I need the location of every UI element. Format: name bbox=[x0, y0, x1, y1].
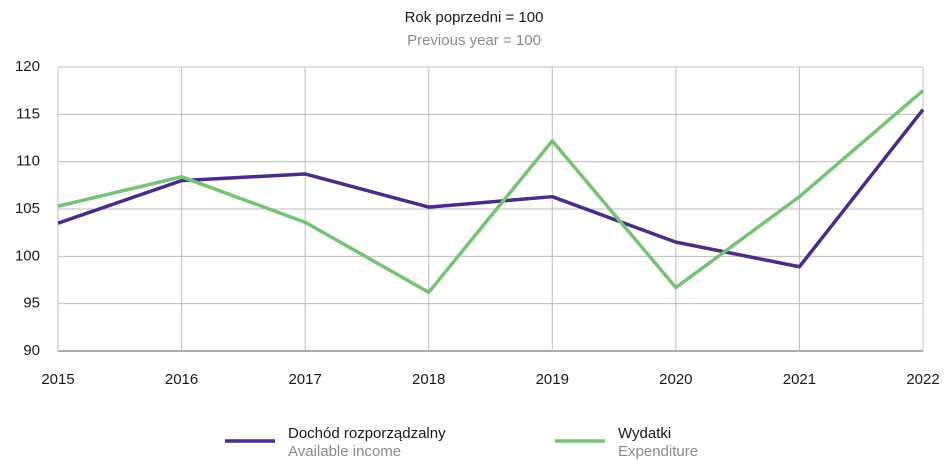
legend-label-en: Expenditure bbox=[618, 443, 698, 460]
legend-label: Wydatki bbox=[618, 425, 671, 442]
y-tick-label: 90 bbox=[23, 342, 40, 359]
x-tick-label: 2017 bbox=[288, 371, 321, 388]
series-line bbox=[57, 89, 925, 295]
x-tick-label: 2016 bbox=[165, 371, 198, 388]
y-tick-label: 100 bbox=[15, 247, 40, 264]
x-tick-label: 2021 bbox=[783, 371, 816, 388]
legend-label: Dochód rozporządzalny bbox=[288, 425, 446, 442]
y-tick-label: 115 bbox=[16, 105, 40, 122]
chart-title: Rok poprzedni = 100 bbox=[405, 9, 544, 26]
chart-subtitle: Previous year = 100 bbox=[407, 32, 541, 49]
x-tick-label: 2020 bbox=[659, 371, 692, 388]
y-tick-label: 110 bbox=[16, 153, 40, 170]
x-tick-label: 2022 bbox=[906, 371, 939, 388]
series-line bbox=[57, 108, 925, 269]
y-tick-label: 95 bbox=[23, 295, 40, 312]
y-tick-label: 105 bbox=[15, 200, 40, 217]
x-tick-label: 2019 bbox=[536, 371, 569, 388]
x-tick-label: 2015 bbox=[41, 371, 74, 388]
legend-label-en: Available income bbox=[288, 443, 401, 460]
y-tick-label: 120 bbox=[15, 58, 40, 75]
x-tick-label: 2018 bbox=[412, 371, 445, 388]
